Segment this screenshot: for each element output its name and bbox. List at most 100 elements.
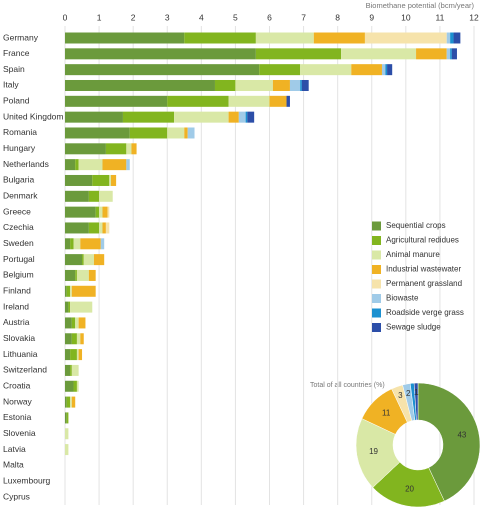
bar-segment: [65, 64, 260, 76]
y-tick-label: Spain: [3, 64, 25, 74]
legend-swatch: [372, 279, 381, 289]
bar-segment: [65, 95, 168, 107]
legend-swatch: [372, 221, 381, 231]
y-tick-label: Portugal: [3, 254, 35, 264]
y-tick-label: Hungary: [3, 143, 36, 153]
legend-swatch: [372, 294, 381, 303]
bar-segment: [88, 190, 100, 202]
bar-segment: [71, 285, 96, 297]
bar-segment: [387, 64, 393, 76]
bar-segment: [65, 111, 123, 123]
y-tick-label: Greece: [3, 206, 31, 216]
bar-segment: [88, 222, 100, 234]
x-tick-label: 11: [436, 12, 445, 22]
bar-segment: [76, 349, 79, 361]
bar-segment: [71, 364, 79, 376]
bar-segment: [289, 79, 301, 91]
bar-segment: [93, 254, 105, 266]
y-tick-label: Belgium: [3, 270, 34, 280]
bar-segment: [92, 174, 110, 186]
y-tick-label: Luxembourg: [3, 475, 51, 485]
bar-segment: [255, 32, 314, 44]
bar-segment: [99, 222, 103, 234]
bar-segment: [76, 269, 89, 281]
x-tick-label: 5: [233, 12, 238, 22]
bar-segment: [73, 238, 81, 250]
bar-segment: [126, 159, 130, 171]
y-tick-label: Slovakia: [3, 333, 35, 343]
bar-segment: [126, 143, 132, 155]
bar-segment: [107, 206, 110, 218]
bar-segment: [65, 159, 76, 171]
bar-segment: [105, 222, 110, 234]
legend-label: Agricultural redidues: [386, 236, 459, 245]
bar-segment: [286, 95, 290, 107]
bar-segment: [65, 127, 130, 139]
bar-segment: [70, 238, 74, 250]
bar-segment: [300, 79, 302, 91]
data-label: 43: [457, 430, 466, 439]
bar-segment: [65, 333, 72, 345]
bar-segment: [453, 32, 461, 44]
bar-segment: [341, 48, 417, 60]
bar-segment: [71, 317, 76, 329]
bar-segment: [65, 349, 71, 361]
data-label: 20: [405, 484, 414, 493]
bar-segment: [99, 206, 103, 218]
bar-segment: [83, 254, 94, 266]
bar-segment: [78, 317, 86, 329]
bar-segment: [80, 238, 101, 250]
bar-segment: [65, 317, 72, 329]
x-tick-label: 2: [131, 12, 136, 22]
x-tick-label: 4: [199, 12, 204, 22]
y-tick-label: Germany: [3, 32, 39, 42]
y-tick-label: Slovenia: [3, 428, 36, 438]
bar-segment: [65, 143, 106, 155]
bar-segment: [102, 159, 127, 171]
y-tick-label: Czechia: [3, 222, 34, 232]
y-tick-label: Sweden: [3, 238, 34, 248]
legend-label: Sequential crops: [386, 221, 446, 230]
donut-slice: [413, 382, 419, 421]
bar-segment: [100, 238, 105, 250]
bar-segment: [102, 222, 106, 234]
bar-segment: [102, 206, 108, 218]
bar-segment: [65, 174, 93, 186]
bar-segment: [385, 64, 388, 76]
x-tick-label: 10: [401, 12, 411, 22]
bar-segment: [65, 444, 69, 456]
bar-segment: [65, 32, 185, 44]
bar-segment: [66, 396, 71, 408]
y-tick-label: Lithuania: [3, 349, 38, 359]
legend-label: Biowaste: [386, 294, 419, 303]
y-tick-label: Cyprus: [3, 491, 30, 501]
bar-segment: [228, 95, 270, 107]
bar-segment: [95, 206, 100, 218]
bar-segment: [66, 412, 69, 424]
bar-segment: [65, 254, 83, 266]
bar-segment: [247, 111, 255, 123]
y-tick-label: Finland: [3, 286, 31, 296]
bar-segment: [99, 190, 113, 202]
bar-segment: [78, 159, 103, 171]
donut-slice: [417, 382, 481, 502]
x-tick-label: 12: [469, 12, 479, 22]
bar-segment: [214, 79, 236, 91]
bar-segment: [70, 349, 77, 361]
bar-segment: [235, 79, 273, 91]
bar-segment: [73, 380, 77, 392]
bar-segment: [313, 32, 365, 44]
bar-segment: [88, 269, 96, 281]
bar-segment: [446, 48, 451, 60]
bar-segment: [65, 269, 76, 281]
data-label: 3: [398, 391, 403, 400]
bar-segment: [70, 396, 72, 408]
bar-segment: [71, 396, 76, 408]
y-tick-label: Estonia: [3, 412, 32, 422]
bar-segment: [269, 95, 287, 107]
bar-segment: [272, 79, 290, 91]
bar-segment: [122, 111, 175, 123]
legend-label: Permanent grassland: [386, 279, 462, 288]
bar-segment: [109, 174, 112, 186]
